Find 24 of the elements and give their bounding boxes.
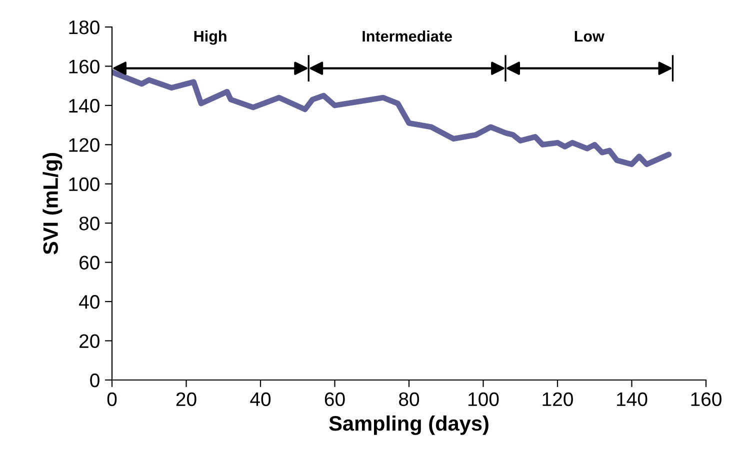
x-tick-label: 160 (691, 392, 722, 406)
x-axis-title: Sampling (days) (329, 415, 488, 435)
y-tick-label: 160 (69, 60, 100, 74)
y-tick-label: 20 (80, 334, 100, 348)
y-tick-label: 180 (69, 20, 100, 34)
annotation: Low (574, 31, 604, 42)
x-tick-label: 40 (250, 392, 271, 406)
x-tick-label: 100 (468, 392, 499, 406)
x-tick-label: 140 (617, 392, 648, 406)
x-tick-label: 60 (324, 392, 345, 406)
annotation: High (194, 30, 226, 45)
y-tick-label: 120 (69, 138, 100, 152)
y-tick-label: 40 (79, 295, 100, 309)
x-tick-label: 20 (176, 392, 196, 406)
y-axis-title: SVI (mL/g) (42, 153, 62, 254)
x-tick-label: 80 (399, 392, 420, 406)
y-tick-label: 100 (69, 177, 100, 192)
x-tick-label: 0 (107, 392, 117, 406)
x-tick-label: 120 (542, 392, 573, 406)
y-tick-label: 60 (80, 256, 100, 270)
y-tick-label: 80 (79, 216, 100, 230)
y-tick-label: 0 (90, 373, 100, 388)
y-tick-label: 140 (69, 98, 100, 113)
annotation: Intermediate (362, 30, 452, 42)
